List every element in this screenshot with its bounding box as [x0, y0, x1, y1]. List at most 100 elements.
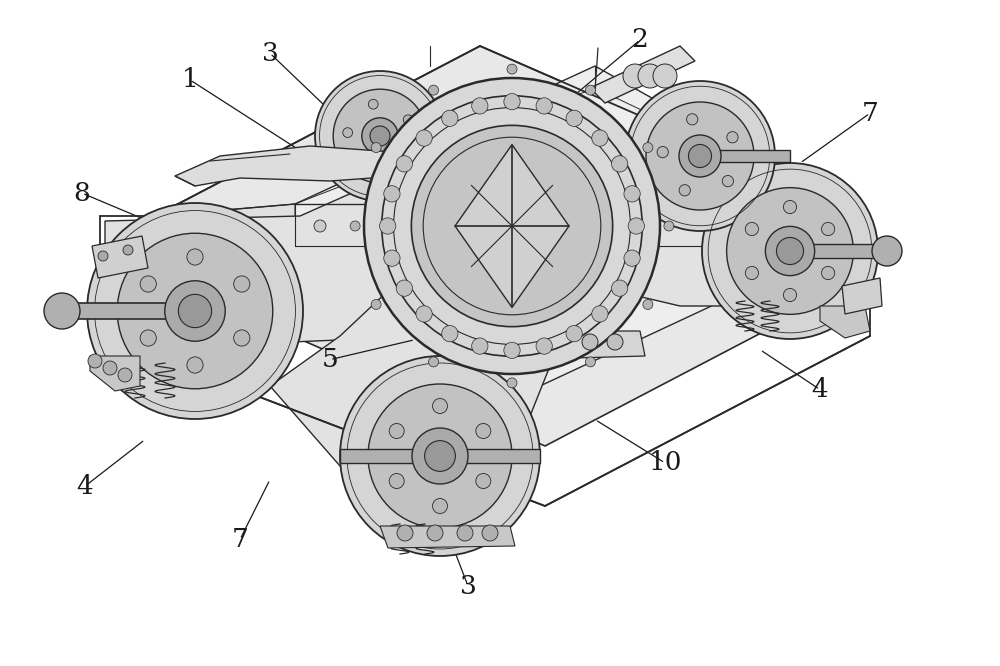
Text: 7: 7 [232, 527, 248, 552]
Text: 4: 4 [812, 377, 828, 402]
Circle shape [476, 424, 491, 438]
Text: 8: 8 [74, 180, 90, 206]
Circle shape [544, 300, 556, 312]
Circle shape [88, 354, 102, 368]
Circle shape [783, 200, 797, 214]
Circle shape [416, 130, 432, 147]
Circle shape [472, 98, 488, 114]
Circle shape [362, 161, 372, 170]
Text: 5: 5 [322, 347, 338, 372]
Circle shape [776, 238, 804, 264]
Circle shape [362, 118, 398, 155]
Circle shape [585, 357, 595, 367]
Polygon shape [155, 46, 870, 446]
Circle shape [343, 128, 353, 137]
Polygon shape [590, 46, 695, 103]
Circle shape [103, 361, 117, 375]
Circle shape [140, 330, 156, 346]
Circle shape [566, 110, 582, 127]
Text: 3: 3 [460, 573, 476, 599]
Circle shape [872, 236, 902, 266]
Circle shape [429, 357, 439, 367]
Circle shape [727, 188, 853, 314]
Circle shape [429, 85, 439, 95]
Circle shape [118, 368, 132, 382]
Circle shape [472, 338, 488, 354]
Text: 2: 2 [632, 27, 648, 53]
Polygon shape [850, 216, 870, 286]
Circle shape [416, 306, 432, 322]
Polygon shape [92, 236, 148, 278]
Circle shape [427, 525, 443, 541]
Circle shape [389, 424, 404, 438]
Polygon shape [175, 146, 430, 186]
Circle shape [822, 222, 835, 236]
Circle shape [628, 218, 644, 234]
Circle shape [625, 81, 775, 231]
Circle shape [371, 300, 381, 310]
Circle shape [364, 78, 660, 374]
Circle shape [482, 525, 498, 541]
Circle shape [368, 384, 512, 528]
Circle shape [368, 99, 378, 109]
Circle shape [679, 184, 690, 196]
Circle shape [314, 220, 326, 232]
Polygon shape [295, 66, 840, 386]
Polygon shape [570, 331, 645, 358]
Circle shape [140, 276, 156, 292]
Circle shape [384, 250, 400, 266]
Circle shape [536, 338, 552, 354]
Circle shape [643, 143, 653, 153]
Circle shape [822, 266, 835, 280]
Circle shape [234, 276, 250, 292]
Circle shape [702, 163, 878, 339]
Circle shape [504, 93, 520, 110]
Circle shape [333, 89, 427, 182]
Circle shape [679, 135, 721, 177]
Circle shape [624, 186, 640, 202]
Polygon shape [100, 216, 155, 296]
Circle shape [411, 125, 613, 326]
Text: 4: 4 [77, 474, 93, 499]
Circle shape [643, 300, 653, 310]
Circle shape [350, 221, 360, 231]
Circle shape [432, 498, 448, 513]
Circle shape [765, 226, 815, 276]
Circle shape [432, 398, 448, 414]
Circle shape [727, 132, 738, 143]
Polygon shape [700, 150, 790, 162]
Circle shape [442, 110, 458, 127]
Circle shape [98, 251, 108, 261]
Text: 10: 10 [648, 450, 682, 476]
Circle shape [745, 266, 758, 280]
Circle shape [592, 306, 608, 322]
Circle shape [688, 145, 712, 168]
Circle shape [664, 221, 674, 231]
Circle shape [585, 85, 595, 95]
Circle shape [536, 98, 552, 114]
Circle shape [403, 115, 413, 125]
Circle shape [687, 114, 698, 125]
Circle shape [507, 64, 517, 74]
Polygon shape [455, 145, 569, 308]
Circle shape [476, 474, 491, 488]
Polygon shape [155, 204, 295, 243]
Circle shape [340, 356, 540, 556]
Circle shape [544, 120, 556, 132]
Circle shape [623, 64, 647, 88]
Circle shape [507, 378, 517, 388]
Circle shape [722, 175, 733, 186]
Circle shape [380, 218, 396, 234]
Circle shape [624, 250, 640, 266]
Circle shape [117, 233, 273, 389]
Circle shape [165, 281, 225, 341]
Polygon shape [270, 176, 590, 466]
Polygon shape [340, 449, 540, 463]
Circle shape [745, 222, 758, 236]
Polygon shape [60, 303, 195, 319]
Circle shape [234, 330, 250, 346]
Circle shape [123, 245, 133, 255]
Circle shape [653, 64, 677, 88]
Circle shape [370, 126, 390, 146]
Circle shape [566, 326, 582, 342]
